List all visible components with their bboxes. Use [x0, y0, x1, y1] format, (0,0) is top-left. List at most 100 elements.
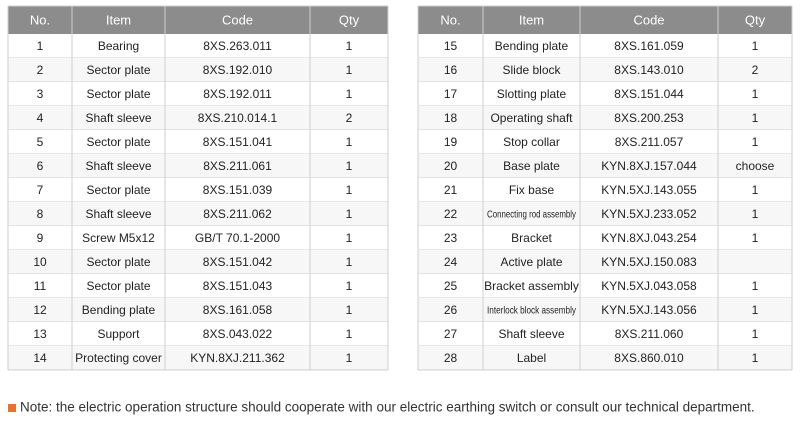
table-row — [8, 226, 388, 250]
table-cell: 1 — [752, 327, 759, 341]
table-cell: 8XS.143.010 — [614, 63, 684, 77]
table-cell: Operating shaft — [490, 111, 573, 125]
table-cell: Connecting rod assembly — [487, 210, 576, 221]
table-cell: 1 — [346, 159, 353, 173]
table-cell: 8XS.211.062 — [203, 207, 272, 221]
table-row — [418, 58, 792, 82]
table-cell: 1 — [752, 183, 759, 197]
table-cell: Fix base — [509, 183, 555, 197]
table-cell: 1 — [752, 279, 759, 293]
column-header: Code — [633, 12, 664, 27]
table-cell: Shaft sleeve — [85, 111, 151, 125]
table-cell: 8XS.161.058 — [203, 303, 273, 317]
column-header: No. — [440, 12, 460, 27]
table-row — [8, 274, 388, 298]
table-row — [418, 250, 792, 274]
table-row — [8, 82, 388, 106]
note: Note: the electric operation structure s… — [20, 400, 755, 415]
table-cell: 1 — [346, 63, 353, 77]
table-cell: KYN.5XJ.150.083 — [601, 255, 697, 269]
table-cell: Screw M5x12 — [82, 231, 155, 245]
table-cell: 8XS.151.039 — [203, 183, 273, 197]
table-cell: 1 — [346, 303, 353, 317]
table-cell: 8XS.151.043 — [203, 279, 273, 293]
table-cell: 12 — [33, 303, 47, 317]
table-cell: KYN.5XJ.043.058 — [601, 279, 697, 293]
table-row — [418, 226, 792, 250]
column-header: Qty — [745, 12, 766, 27]
table-cell: 11 — [34, 279, 47, 293]
table-cell: Interlock block assembly — [487, 306, 576, 317]
table-row — [418, 322, 792, 346]
table-cell: 1 — [752, 87, 759, 101]
table-row — [8, 202, 388, 226]
table-cell: Bracket assembly — [484, 279, 579, 293]
table-cell: 8XS.043.022 — [203, 327, 273, 341]
table-cell: 8XS.200.253 — [614, 111, 684, 125]
table-cell: 8XS.860.010 — [614, 351, 684, 365]
table-cell: 8XS.192.010 — [203, 63, 273, 77]
table-cell: 8XS.192.011 — [203, 87, 272, 101]
table-cell: Sector plate — [86, 183, 150, 197]
table-cell: 1 — [752, 303, 759, 317]
table-cell: 10 — [33, 255, 47, 269]
column-header: Item — [106, 12, 131, 27]
table-row — [8, 130, 388, 154]
table-cell: 9 — [37, 231, 44, 245]
table-row — [8, 58, 388, 82]
table-cell: Shaft sleeve — [498, 327, 564, 341]
table-cell: KYN.5XJ.143.055 — [601, 183, 697, 197]
table-row — [8, 154, 388, 178]
table-cell: Label — [517, 351, 546, 365]
table-cell: 4 — [37, 111, 44, 125]
table-cell: 7 — [37, 183, 44, 197]
table-row — [418, 130, 792, 154]
table-cell: KYN.8XJ.211.362 — [190, 351, 285, 365]
table-cell: Sector plate — [86, 135, 150, 149]
table-cell: 1 — [752, 135, 759, 149]
table-cell: 8XS.211.061 — [203, 159, 272, 173]
table-cell: Sector plate — [86, 63, 150, 77]
column-header: Code — [222, 12, 253, 27]
header-row — [418, 6, 792, 34]
table-cell: 8XS.151.041 — [203, 135, 273, 149]
table-cell: Bearing — [98, 39, 139, 53]
table-cell: 8XS.161.059 — [614, 39, 684, 53]
table-row — [418, 34, 792, 58]
table-cell: 1 — [752, 207, 759, 221]
table-row — [418, 154, 792, 178]
table-cell: 16 — [444, 63, 458, 77]
table-cell: 1 — [346, 351, 353, 365]
table-cell: 26 — [444, 303, 458, 317]
table-cell: Bracket — [511, 231, 552, 245]
table-row — [8, 250, 388, 274]
table-row — [418, 274, 792, 298]
table-cell: Bending plate — [495, 39, 569, 53]
table-cell: KYN.8XJ.157.044 — [601, 159, 697, 173]
note-bullet — [8, 404, 16, 412]
table-cell: Sector plate — [86, 87, 150, 101]
table-cell: 2 — [346, 111, 353, 125]
table-row — [8, 346, 388, 370]
table-cell: 1 — [346, 183, 353, 197]
table-cell: Support — [97, 327, 140, 341]
table-row — [418, 106, 792, 130]
table-cell: 14 — [33, 351, 47, 365]
table-cell: 1 — [346, 39, 353, 53]
table-cell: Sector plate — [86, 255, 150, 269]
table-cell: 2 — [752, 63, 759, 77]
table-cell: 1 — [346, 327, 353, 341]
table-cell: 3 — [37, 87, 44, 101]
table-cell: choose — [736, 159, 775, 173]
table-cell: 23 — [444, 231, 458, 245]
table-cell: 8XS.263.011 — [203, 39, 272, 53]
table-cell: Shaft sleeve — [85, 207, 151, 221]
table-cell: 8XS.210.014.1 — [198, 111, 278, 125]
table-cell: KYN.5XJ.143.056 — [601, 303, 697, 317]
table-cell: 1 — [752, 231, 759, 245]
table-cell: GB/T 70.1-2000 — [195, 231, 280, 245]
table-row — [8, 34, 388, 58]
table-cell: 1 — [346, 135, 353, 149]
table-cell: 15 — [444, 39, 458, 53]
